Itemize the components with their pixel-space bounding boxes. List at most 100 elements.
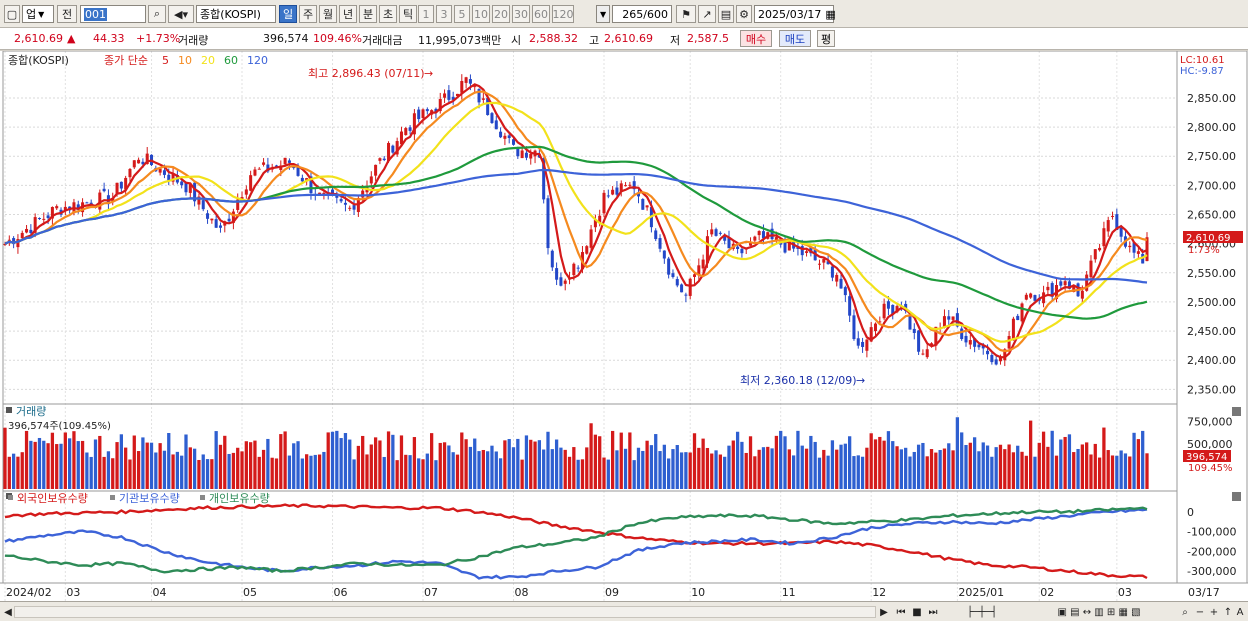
chart-area[interactable]: 2,350.00 2,400.00 2,450.00 2,500.00 2,550.00… <box>0 50 1248 603</box>
volume-bar <box>516 438 520 489</box>
period-tab-2[interactable]: 월 <box>319 5 337 23</box>
volume-bar <box>1054 455 1059 489</box>
last-page-icon[interactable]: ⏭ <box>928 606 938 618</box>
volume-bar <box>835 449 839 489</box>
volume-bar <box>356 445 361 489</box>
candle-body <box>981 344 985 349</box>
interval-button-1[interactable]: 3 <box>436 5 452 23</box>
window-icon[interactable]: ▢ <box>4 5 20 23</box>
zoom-out-icon[interactable]: ⌕ <box>1182 606 1188 618</box>
volume-bar <box>886 431 891 489</box>
x-axis-right-label: 03/17 <box>1188 586 1220 599</box>
volume-bar <box>615 450 619 489</box>
stop-icon[interactable]: ■ <box>912 606 922 618</box>
count-dropdown[interactable]: ▼ <box>596 5 610 23</box>
interval-button-5[interactable]: 30 <box>512 5 530 23</box>
gear-icon[interactable]: ⚙ <box>736 5 752 23</box>
period-tab-3[interactable]: 년 <box>339 5 357 23</box>
draw-tool-icon[interactable]: ↗ <box>698 5 716 23</box>
period-tab-5[interactable]: 초 <box>379 5 397 23</box>
arrow-icon[interactable]: ↑ <box>1223 606 1233 618</box>
interval-button-2[interactable]: 5 <box>454 5 470 23</box>
candle-body <box>180 181 184 186</box>
candle-body <box>994 359 998 365</box>
volume-bar <box>434 460 438 489</box>
tools-icon[interactable]: ▣ ▤ ↔ ▥ ⊞ ▦ ▧ <box>1057 606 1141 618</box>
volume-bar <box>675 445 679 489</box>
sound-icon[interactable]: ◀▾ <box>168 5 194 23</box>
price-tag-text: 2,610.69 <box>1186 233 1231 244</box>
y-tick-label: 2,550.00 <box>1187 267 1236 280</box>
volume-bar <box>1128 456 1132 489</box>
date-input[interactable]: 2025/03/17 ▦ <box>754 5 836 23</box>
volume-bar <box>369 444 373 489</box>
period-tab-6[interactable]: 틱 <box>399 5 417 23</box>
candle-body <box>451 96 455 100</box>
volume-bar <box>589 423 593 489</box>
buy-button[interactable]: 매수 <box>740 30 772 47</box>
sell-button[interactable]: 매도 <box>779 30 811 47</box>
volume-bar <box>421 459 425 489</box>
volume-bar <box>274 458 279 489</box>
volume-bar <box>628 432 632 489</box>
save-icon[interactable]: ▤ <box>718 5 734 23</box>
candle-body <box>990 355 994 363</box>
x-tick-label: 05 <box>243 586 257 599</box>
stock-chart[interactable]: 2,350.00 2,400.00 2,450.00 2,500.00 2,550.00… <box>0 50 1248 603</box>
candle-body <box>369 176 373 184</box>
candle-body <box>63 206 67 211</box>
volume-bar <box>236 447 240 489</box>
volume-bar <box>916 444 921 489</box>
candle-body <box>425 109 429 112</box>
panel-close-icon[interactable] <box>1232 492 1241 501</box>
interval-button-7[interactable]: 120 <box>552 5 574 23</box>
count-field[interactable]: 265/600 <box>612 5 672 23</box>
scroll-left-icon[interactable]: ◀ <box>4 606 12 618</box>
candle-body <box>516 147 520 157</box>
volume-bar <box>972 437 977 489</box>
minus-icon[interactable]: − <box>1195 606 1205 618</box>
search-icon[interactable]: ⌕ <box>148 5 166 23</box>
average-button[interactable]: 평 <box>817 30 835 47</box>
volume-bar <box>731 440 735 489</box>
volume-bar <box>391 434 395 489</box>
volume-bar <box>85 452 89 489</box>
chart-scrollbar[interactable] <box>14 606 876 618</box>
interval-button-4[interactable]: 20 <box>492 5 510 23</box>
volume-bar <box>210 459 214 489</box>
market-select[interactable]: 업 ▼ <box>22 5 54 23</box>
zoom-slider[interactable]: ├─┼─┤ <box>966 606 998 618</box>
volume-bar <box>1063 436 1067 489</box>
period-tab-0[interactable]: 일 <box>279 5 297 23</box>
panel-close-icon[interactable] <box>1232 407 1241 416</box>
volume-bar <box>223 435 227 489</box>
volume-bar <box>921 442 925 489</box>
interval-button-0[interactable]: 1 <box>418 5 434 23</box>
chart-type-icon[interactable]: ⚑ <box>676 5 696 23</box>
y-tick-label: 2,750.00 <box>1187 150 1236 163</box>
candle-body <box>408 127 412 131</box>
x-tick-label: 07 <box>424 586 438 599</box>
scroll-right-icon[interactable]: ▶ <box>880 606 888 618</box>
volume-bar <box>395 460 399 489</box>
volume-bar <box>326 432 330 489</box>
code-input[interactable]: 001 <box>80 5 146 23</box>
period-tab-4[interactable]: 분 <box>359 5 377 23</box>
plus-icon[interactable]: + <box>1209 606 1219 618</box>
prev-button[interactable]: 전 <box>57 5 77 23</box>
candle-body <box>227 218 231 222</box>
first-page-icon[interactable]: ⏮ <box>896 606 906 618</box>
volume-bar <box>1029 420 1033 489</box>
candle-body <box>503 135 507 139</box>
volume-bar <box>417 458 421 489</box>
font-icon[interactable]: A <box>1236 606 1244 618</box>
interval-button-3[interactable]: 10 <box>472 5 490 23</box>
volume-bar <box>947 443 951 489</box>
volume-bar <box>486 451 490 489</box>
volume-bar <box>128 459 132 489</box>
candle-body <box>443 93 447 98</box>
calendar-icon[interactable]: ▦ <box>825 7 836 21</box>
interval-button-6[interactable]: 60 <box>532 5 550 23</box>
open-label: 시 <box>511 34 522 47</box>
period-tab-1[interactable]: 주 <box>299 5 317 23</box>
